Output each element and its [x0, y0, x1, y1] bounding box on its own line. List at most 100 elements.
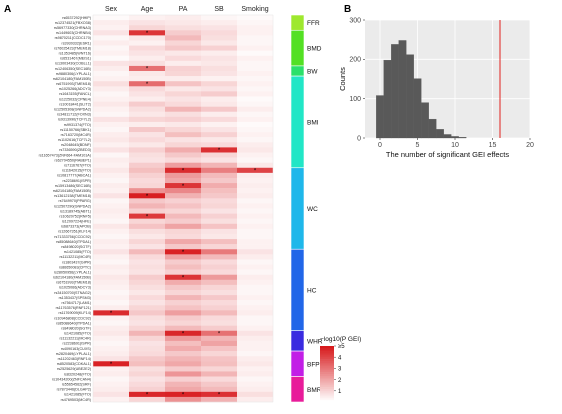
row-label: rs1643155(FANCL): [59, 92, 91, 96]
heatmap-cell: [93, 330, 129, 337]
heatmap-cell: [165, 386, 201, 393]
heatmap-cell: [165, 137, 201, 143]
heatmap-cell: [237, 305, 273, 311]
heatmap-cell: [201, 116, 237, 123]
legend-title: −log10(P GEI): [320, 336, 361, 343]
heatmap-cell: [237, 116, 273, 123]
y-tick-label: 200: [349, 57, 361, 64]
x-tick-label: 10: [451, 142, 459, 149]
row-label: rs12097224(HFE): [62, 220, 91, 224]
histogram-bar: [436, 129, 444, 139]
heatmap-cell: [201, 371, 237, 377]
legend-gradient-step: [320, 346, 334, 349]
heatmap-cell: [237, 396, 273, 403]
heatmap-cell: [93, 366, 129, 372]
histogram-bar: [428, 118, 437, 139]
histogram-bar: [406, 54, 414, 139]
heatmap-cell: [237, 45, 273, 51]
panel-b-label: B: [344, 4, 351, 15]
row-label: rs1421085(FTO): [64, 393, 91, 397]
heatmap-cell: [93, 223, 129, 230]
heatmap-cell: [93, 81, 129, 87]
legend-gradient-step: [320, 377, 334, 380]
heatmap-cell: [201, 101, 237, 107]
row-label: rs11657473(ZNF664-FAM101A): [39, 153, 91, 157]
heatmap-cell: [201, 391, 237, 398]
legend-gradient-step: [320, 379, 334, 382]
trait-group-label-wc: WC: [307, 206, 318, 213]
significance-marker: *: [146, 82, 149, 88]
heatmap-cell: [201, 300, 237, 306]
heatmap-cell: [201, 356, 237, 362]
heatmap-cell: [93, 167, 129, 174]
legend-gradient-step: [320, 387, 334, 390]
row-label: rs1225032(CPNE4): [59, 97, 91, 101]
heatmap-cell: [129, 172, 165, 179]
heatmap-cell: [165, 30, 201, 36]
row-label: rs2048645(BDNF): [61, 143, 91, 147]
heatmap-cell: [237, 371, 273, 377]
heatmap-cell: [201, 208, 237, 214]
heatmap-cell: [165, 25, 201, 31]
row-label: rs12406350(SEC16B): [55, 67, 91, 71]
row-label: rs1025066(ADCY3): [59, 286, 91, 290]
heatmap-cell: [93, 111, 129, 118]
heatmap-cell: [201, 376, 237, 382]
row-label: rs10817777(ABCA1): [57, 174, 91, 178]
legend-tick-label: 1: [338, 389, 342, 395]
heatmap-cell: [237, 132, 273, 138]
heatmap-cell: [129, 106, 165, 112]
heatmap-cell: [237, 30, 273, 36]
heatmap-cell: [129, 198, 165, 204]
trait-group-label-bw: BW: [307, 69, 318, 76]
heatmap-cell: [201, 203, 237, 209]
heatmap-cell: [129, 193, 165, 199]
heatmap-cell: [129, 40, 165, 46]
heatmap-cell: [237, 264, 273, 270]
legend-gradient-step: [320, 372, 334, 375]
heatmap-cell: [93, 340, 129, 347]
histogram-bar: [421, 102, 429, 139]
heatmap-cell: [165, 330, 201, 337]
heatmap-cell: [93, 284, 129, 291]
legend-gradient-step: [320, 355, 334, 358]
trait-group-bmi: [290, 75, 305, 169]
heatmap-cell: [165, 65, 201, 72]
legend-gradient-step: [320, 383, 334, 386]
legend-gradient-step: [320, 353, 334, 356]
heatmap-cell: [201, 132, 237, 138]
heatmap-cell: [129, 188, 165, 194]
legend-tick-label: 2: [338, 378, 342, 384]
heatmap-cell: [129, 50, 165, 56]
row-label: rs76025423(TMEM18): [54, 46, 91, 50]
heatmap-cell: [165, 340, 201, 347]
heatmap-cell: [93, 208, 129, 214]
x-tick-label: 20: [526, 142, 534, 149]
heatmap-cell: [237, 315, 273, 321]
row-label: rs13189745(ABT1): [60, 209, 91, 213]
heatmap-cell: [237, 25, 273, 31]
heatmap-cell: [129, 71, 165, 77]
heatmap-cell: [93, 65, 129, 72]
heatmap-cell: [165, 274, 201, 280]
heatmap-cell: [165, 106, 201, 112]
significance-marker: *: [110, 311, 113, 317]
row-label: rs4769503(MC4R): [61, 398, 91, 402]
histogram-bar: [376, 95, 384, 139]
heatmap-cell: [165, 188, 201, 194]
legend-tick-label: 3: [338, 367, 342, 373]
heatmap-cell: [201, 335, 237, 342]
row-label: rs9313990(TCF7L2): [58, 118, 91, 122]
column-label-sex: Sex: [105, 6, 118, 13]
row-label: rs12507290(GNPDA2): [54, 204, 91, 208]
heatmap-cell: [129, 345, 165, 352]
heatmap-cell: [165, 325, 201, 331]
heatmap-cell: [201, 315, 237, 321]
heatmap-cell: [165, 183, 201, 189]
heatmap-cell: [237, 289, 273, 296]
row-label: rs1421085(FTO): [64, 332, 91, 336]
heatmap-cell: [93, 40, 129, 46]
column-label-sb: SB: [214, 6, 224, 13]
heatmap-cell: [237, 223, 273, 230]
heatmap-cell: [237, 86, 273, 92]
